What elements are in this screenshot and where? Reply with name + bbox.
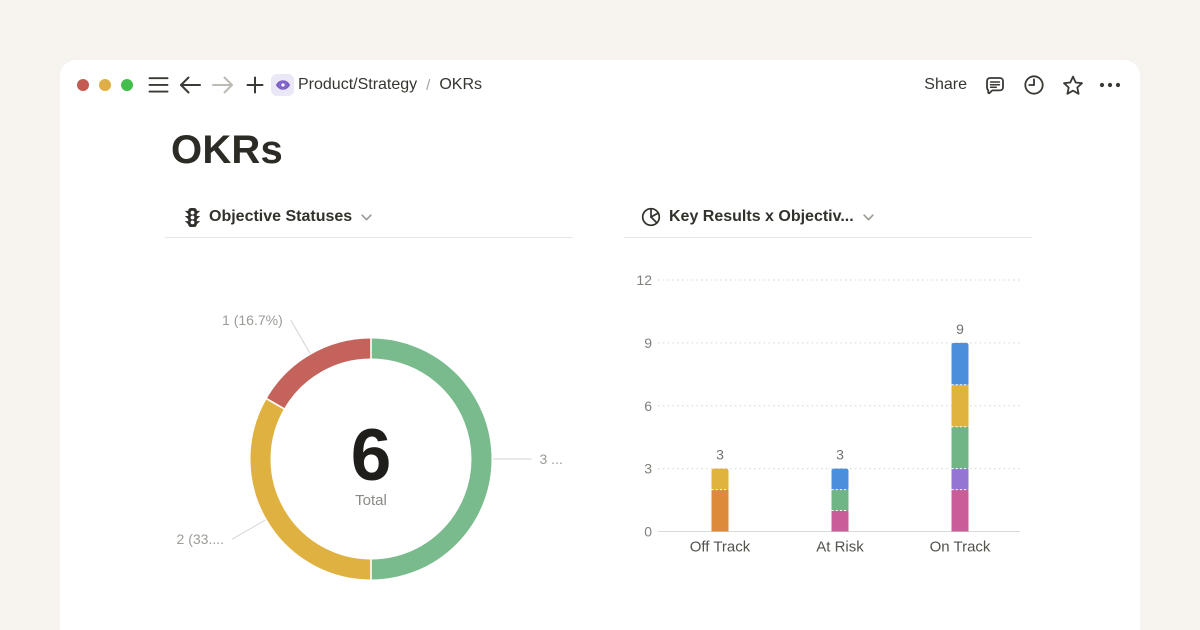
y-tick-label: 0 xyxy=(644,524,652,540)
bar-segment[interactable] xyxy=(711,468,729,490)
updates-clock-icon[interactable] xyxy=(1014,74,1053,96)
donut-label-line xyxy=(290,319,311,354)
x-category-label: On Track xyxy=(930,539,991,556)
donut-chart-title: Objective Statuses xyxy=(209,208,353,225)
bar-segment[interactable] xyxy=(831,468,849,490)
breadcrumb-parent[interactable]: Product/Strategy xyxy=(298,76,418,93)
stacked-bar-chart[interactable]: 0 3 6 9 12 3 Off Track 3 At Risk 9 On Track xyxy=(624,245,1140,630)
y-tick-label: 12 xyxy=(636,272,652,288)
pie-chart-icon xyxy=(641,207,661,227)
bar-total-label: 9 xyxy=(956,321,964,337)
y-tick-label: 9 xyxy=(644,335,652,351)
bar-segment[interactable] xyxy=(831,489,849,511)
bar-segment[interactable] xyxy=(951,468,969,490)
donut-card-divider xyxy=(165,237,573,238)
y-tick-label: 3 xyxy=(644,461,652,477)
close-window-button[interactable] xyxy=(77,79,89,91)
donut-slice[interactable] xyxy=(370,338,492,580)
back-arrow-icon[interactable] xyxy=(179,74,202,96)
minimize-window-button[interactable] xyxy=(99,79,111,91)
x-category-label: Off Track xyxy=(690,539,751,556)
favorite-star-icon[interactable] xyxy=(1053,74,1092,97)
breadcrumb-current[interactable]: OKRs xyxy=(439,76,483,93)
app-window: Product/Strategy / OKRs Share xyxy=(60,60,1140,630)
bar-chart-title: Key Results x Objectiv... xyxy=(669,208,854,225)
x-category-label: At Risk xyxy=(816,539,864,556)
donut-center-label: Total xyxy=(355,492,387,509)
bar-segment[interactable] xyxy=(951,489,969,532)
bar-total-label: 3 xyxy=(716,447,724,463)
bar-segment[interactable] xyxy=(951,342,969,385)
donut-slice-label: 3 ... xyxy=(540,451,563,467)
chevron-down-icon[interactable] xyxy=(361,213,372,221)
comments-icon[interactable] xyxy=(975,74,1014,96)
bar-card-divider xyxy=(624,237,1032,238)
donut-center-value: 6 xyxy=(351,415,392,496)
topbar-actions: Share xyxy=(924,74,1128,97)
breadcrumb-separator: / xyxy=(426,76,431,94)
more-options-icon[interactable] xyxy=(1092,82,1128,88)
donut-chart-header[interactable]: Objective Statuses xyxy=(184,205,372,229)
sidebar-menu-icon[interactable] xyxy=(148,74,169,96)
share-button[interactable]: Share xyxy=(924,76,967,93)
new-page-plus-icon[interactable] xyxy=(246,76,264,94)
page-emoji-eye-icon[interactable] xyxy=(271,74,294,96)
page-title: OKRs xyxy=(171,128,283,172)
traffic-light-icon xyxy=(184,207,201,228)
forward-arrow-icon[interactable] xyxy=(211,74,234,96)
window-topbar: Product/Strategy / OKRs Share xyxy=(60,60,1140,110)
donut-slice[interactable] xyxy=(266,338,372,409)
bar-segment[interactable] xyxy=(951,426,969,469)
donut-slice-label: 2 (33.... xyxy=(177,531,224,547)
donut-label-line xyxy=(231,519,266,540)
zoom-window-button[interactable] xyxy=(121,79,133,91)
chevron-down-icon[interactable] xyxy=(863,213,874,221)
traffic-lights xyxy=(77,79,133,91)
donut-slice-seam xyxy=(265,397,286,410)
donut-slice[interactable] xyxy=(250,398,372,580)
bar-segment[interactable] xyxy=(711,489,729,532)
bar-total-label: 3 xyxy=(836,447,844,463)
breadcrumb: Product/Strategy / OKRs xyxy=(298,76,482,94)
bar-chart-header[interactable]: Key Results x Objectiv... xyxy=(641,205,874,229)
bar-segment[interactable] xyxy=(831,510,849,532)
bar-segment[interactable] xyxy=(951,384,969,427)
donut-slice-label: 1 (16.7%) xyxy=(222,312,283,328)
y-tick-label: 6 xyxy=(644,398,652,414)
